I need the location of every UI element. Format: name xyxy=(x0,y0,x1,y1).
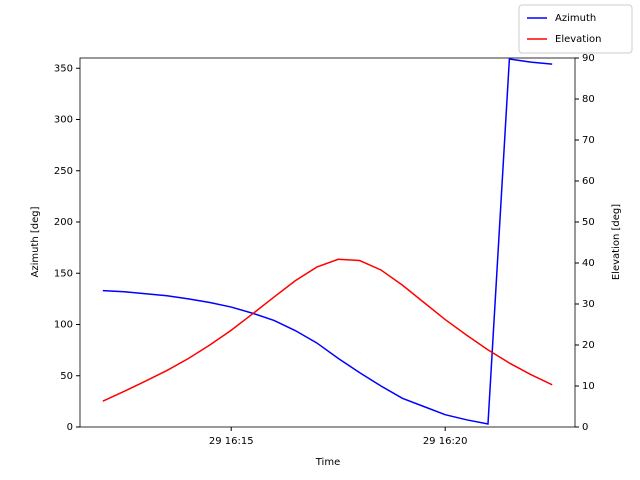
y-tick-label: 50 xyxy=(60,371,73,382)
y2-tick-label: 70 xyxy=(582,135,595,146)
y2-tick-label: 90 xyxy=(582,53,595,64)
y-tick-label: 200 xyxy=(54,217,73,228)
y-tick-label: 300 xyxy=(54,115,73,126)
y2-tick-label: 20 xyxy=(582,340,595,351)
y-tick-label: 150 xyxy=(54,268,73,279)
y2-tick-label: 80 xyxy=(582,94,595,105)
y2-tick-label: 60 xyxy=(582,176,595,187)
legend-label: Azimuth xyxy=(555,13,596,24)
y-tick-label: 350 xyxy=(54,63,73,74)
y-tick-label: 250 xyxy=(54,166,73,177)
y-tick-label: 100 xyxy=(54,320,73,331)
y-axis-label: Azimuth [deg] xyxy=(30,206,41,277)
x-tick-label: 29 16:15 xyxy=(209,436,254,447)
legend-box xyxy=(518,4,633,54)
y2-axis-label: Elevation [deg] xyxy=(611,204,622,280)
plot-frame xyxy=(79,57,576,428)
y2-tick-label: 0 xyxy=(582,422,588,433)
legend-label: Elevation xyxy=(555,34,601,45)
y2-tick-label: 30 xyxy=(582,299,595,310)
y-tick-label: 0 xyxy=(67,422,73,433)
y2-tick-label: 40 xyxy=(582,258,595,269)
y2-tick-label: 10 xyxy=(582,381,595,392)
line xyxy=(102,258,553,402)
line xyxy=(102,58,553,425)
x-tick-label: 29 16:20 xyxy=(423,436,468,447)
x-axis-label: Time xyxy=(315,457,340,468)
y2-tick-label: 50 xyxy=(582,217,595,228)
